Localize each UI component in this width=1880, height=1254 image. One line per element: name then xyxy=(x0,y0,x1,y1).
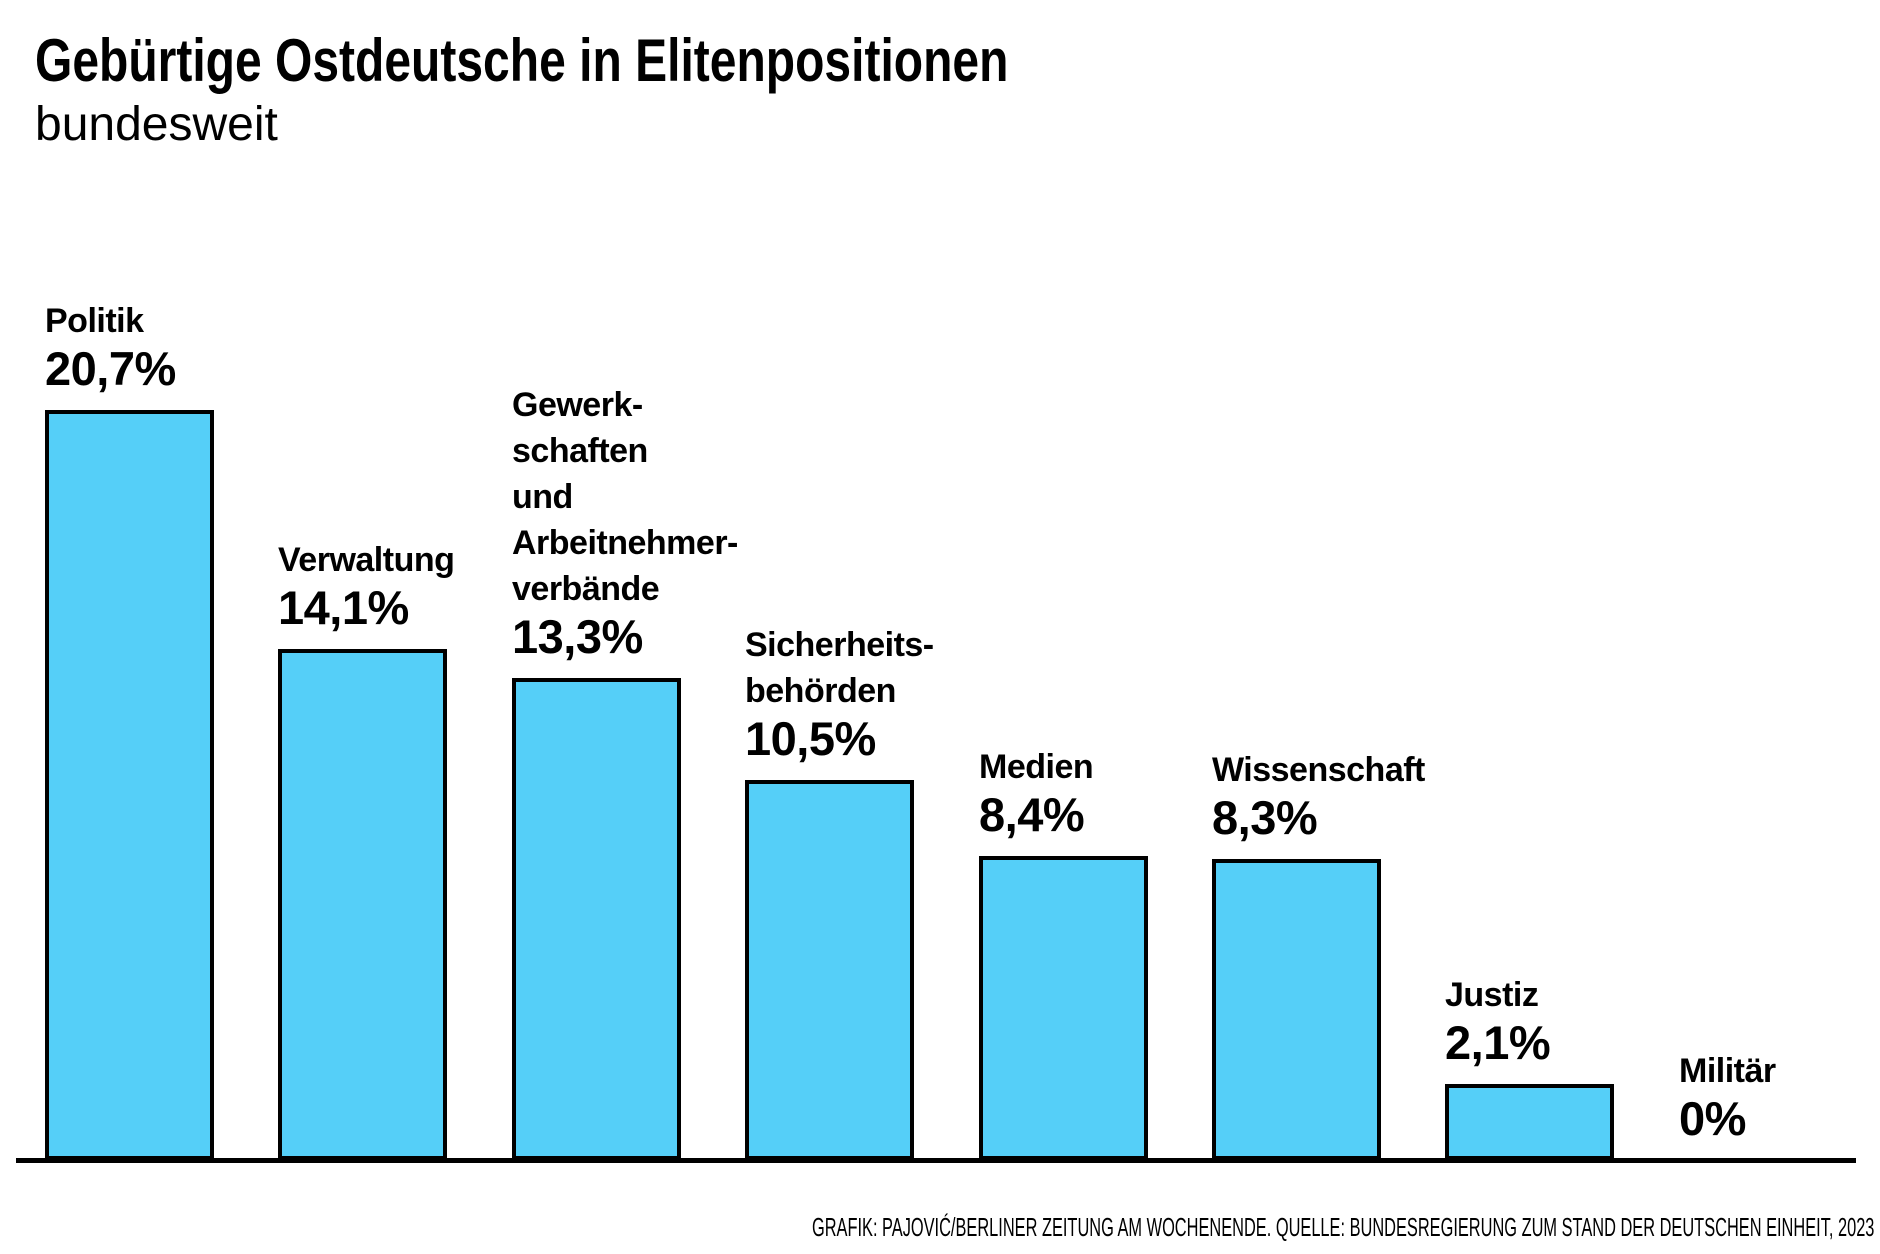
bar-category-label: Justiz xyxy=(1445,976,1539,1014)
bar-value-label: 13,3% xyxy=(512,610,643,663)
bar-value-label: 10,5% xyxy=(745,712,876,765)
bar-label-justiz: Justiz 2,1% xyxy=(1445,972,1551,1069)
bar-category-label: Wissenschaft xyxy=(1212,751,1425,789)
bar-gewerkschaften-und-arbeitnehmerverbaende xyxy=(512,678,681,1160)
bar-label-sicherheitsbehoerden: Sicherheits-behörden 10,5% xyxy=(745,622,934,764)
source-credit: GRAFIK: PAJOVIĆ/BERLINER ZEITUNG AM WOCH… xyxy=(811,1212,1874,1242)
bar-value-label: 20,7% xyxy=(45,342,176,395)
bar-label-militaer: Militär 0% xyxy=(1679,1048,1776,1144)
bar-category-label: Verwaltung xyxy=(278,541,455,579)
bar-justiz xyxy=(1445,1084,1614,1160)
bar-label-politik: Politik 20,7% xyxy=(45,298,176,394)
bar-wissenschaft xyxy=(1212,859,1381,1160)
bar-category-label: schaften xyxy=(512,432,648,470)
bar-value-label: 2,1% xyxy=(1445,1016,1551,1069)
bar-category-label: verbände xyxy=(512,570,660,608)
chart-title: Gebürtige Ostdeutsche in Elitenpositione… xyxy=(35,27,1009,94)
bar-label-verwaltung: Verwaltung 14,1% xyxy=(278,537,455,634)
bar-value-label: 8,3% xyxy=(1212,791,1318,844)
bar-sicherheitsbehoerden xyxy=(745,780,914,1160)
bar-medien xyxy=(979,856,1148,1160)
bar-category-label: und xyxy=(512,478,573,516)
bar-category-label: Arbeitnehmer- xyxy=(512,524,738,562)
bar-category-label: behörden xyxy=(745,672,896,710)
chart-subtitle: bundesweit xyxy=(35,98,278,151)
bar-value-label: 0% xyxy=(1679,1092,1746,1145)
bar-category-label: Militär xyxy=(1679,1052,1776,1090)
bar-value-label: 8,4% xyxy=(979,788,1085,841)
bar-label-medien: Medien 8,4% xyxy=(979,744,1094,841)
x-axis-line xyxy=(16,1158,1856,1163)
bar-category-label: Gewerk- xyxy=(512,386,643,424)
bar-verwaltung xyxy=(278,649,447,1160)
bar-category-label: Medien xyxy=(979,748,1094,786)
bar-label-wissenschaft: Wissenschaft 8,3% xyxy=(1212,747,1425,843)
bar-label-gewerkschaften-und-arbeitnehmerverbaende: Gewerk-schaften und Arbeitnehmer-verbände 1… xyxy=(512,382,738,662)
bar-category-label: Sicherheits- xyxy=(745,626,934,664)
bar-category-label: Politik xyxy=(45,302,144,340)
bar-value-label: 14,1% xyxy=(278,581,409,634)
bar-politik xyxy=(45,410,214,1160)
